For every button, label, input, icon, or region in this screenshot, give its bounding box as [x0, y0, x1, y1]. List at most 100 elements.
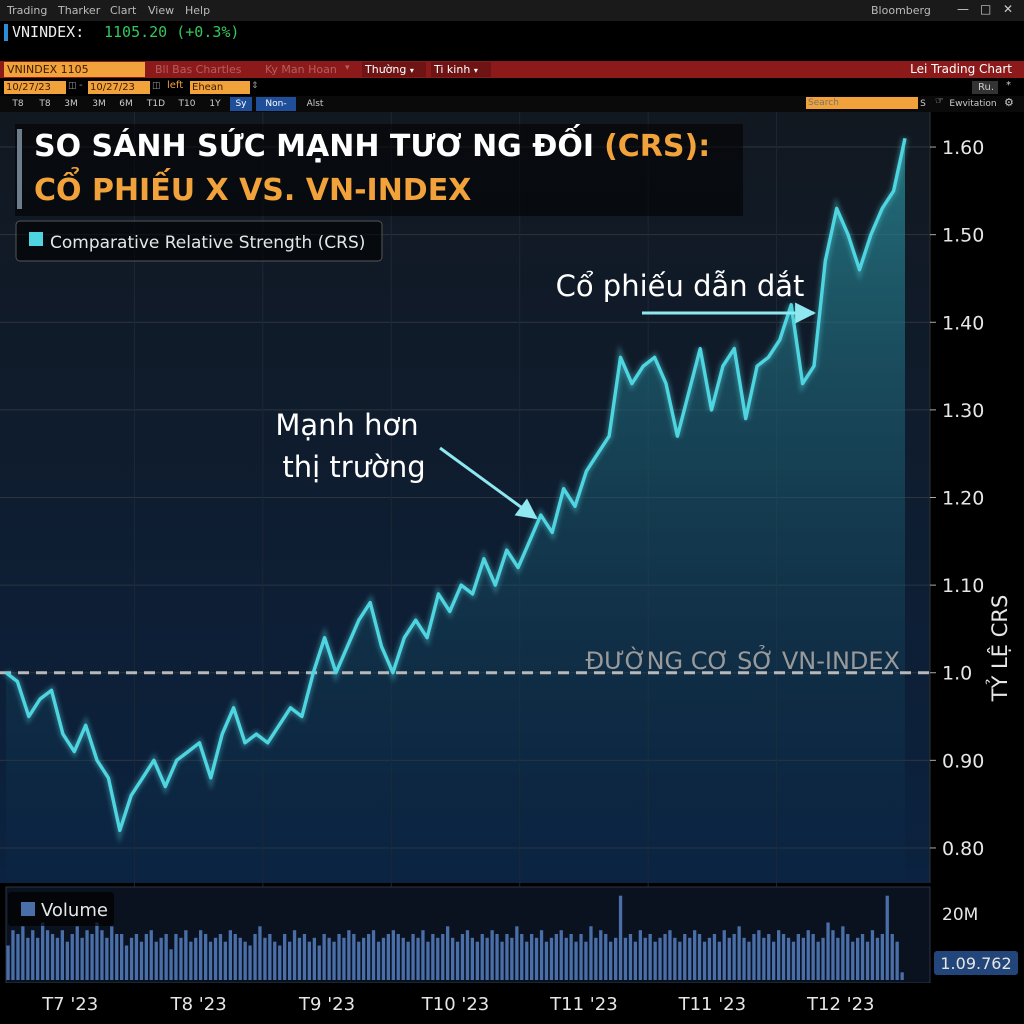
period-button[interactable]: 3M — [64, 99, 78, 109]
menu-tharker[interactable]: Tharker — [58, 4, 101, 17]
volume-bar — [253, 934, 257, 980]
volume-bar — [6, 945, 10, 980]
volume-tick-label: 20M — [942, 905, 978, 925]
gear-icon[interactable]: ⚙ — [1004, 96, 1014, 109]
volume-bar — [895, 941, 899, 980]
faded-field-2[interactable]: Ky Man Hoan — [265, 63, 337, 76]
volume-bar — [129, 937, 134, 980]
volume-bar — [505, 934, 509, 980]
date-to-field[interactable]: 10/27/23 — [88, 81, 150, 94]
volume-bar — [648, 934, 652, 980]
menu-tikinh[interactable]: Ti kinh ▾ — [431, 62, 491, 77]
date-from-field[interactable]: 10/27/23 — [4, 81, 66, 94]
calendar-icon[interactable]: ◫ — [152, 81, 161, 91]
volume-bar — [431, 934, 435, 980]
left-label: left — [167, 80, 184, 91]
volume-bar — [816, 941, 820, 980]
volume-bar — [722, 930, 726, 980]
volume-bar — [490, 930, 494, 980]
volume-bar — [208, 941, 213, 980]
volume-bar — [594, 937, 598, 980]
volume-bar — [752, 934, 756, 980]
volume-bar — [441, 934, 445, 980]
volume-bar — [21, 926, 25, 980]
x-tick-label: T8 '23 — [170, 994, 227, 1015]
period-button-active[interactable]: Sy — [230, 97, 252, 111]
menu-bar: Trading Tharker Clart View Help Bloomber… — [0, 0, 1024, 22]
menu-thuong-label: Thường — [365, 63, 407, 76]
period-button[interactable]: 1Y — [209, 99, 221, 109]
volume-bar — [411, 934, 415, 980]
period-button[interactable]: 6M — [119, 99, 133, 109]
menu-thuong[interactable]: Thường ▾ — [362, 62, 426, 77]
period-button[interactable]: Alst — [306, 99, 324, 109]
volume-bar — [727, 937, 731, 980]
volume-bar — [41, 922, 45, 980]
chevron-updown-icon[interactable]: ⇕ — [251, 81, 259, 91]
chart-title-orange: (CRS): — [604, 129, 710, 164]
ticker-bar: VNINDEX: 1105.20 (+0.3%) — [0, 21, 1024, 61]
menu-trading[interactable]: Trading — [7, 4, 48, 17]
period-button-active[interactable]: Non- — [256, 97, 296, 111]
minimize-icon[interactable]: — — [957, 2, 969, 16]
brand-label: Bloomberg — [871, 4, 931, 17]
volume-bar — [589, 926, 593, 980]
volume-bar — [199, 930, 203, 980]
volume-bar — [75, 926, 79, 980]
menu-help[interactable]: Help — [185, 4, 211, 17]
x-axis-labels: T7 '23 T8 '23 T9 '23 T10 '23 T11 '23 T11 '23 T… — [41, 994, 874, 1015]
close-icon[interactable]: ✕ — [1003, 2, 1014, 16]
volume-bar — [11, 930, 15, 980]
volume-bar — [663, 934, 667, 980]
volume-legend-swatch — [21, 902, 35, 916]
volume-bar — [381, 937, 386, 980]
mode-field[interactable]: Ehean — [190, 81, 250, 94]
volume-last-value: 1.09.762 — [940, 954, 1011, 973]
volume-bar — [16, 934, 20, 980]
volume-bar — [579, 934, 583, 980]
volume-bar — [194, 937, 198, 980]
volume-bar — [683, 934, 687, 980]
period-button[interactable]: T8 — [12, 99, 24, 109]
y-tick-label: 1.50 — [942, 225, 984, 247]
volume-bar — [801, 937, 805, 980]
period-button[interactable]: T8 — [39, 99, 51, 109]
s-button[interactable]: S — [920, 99, 926, 109]
volume-bar — [347, 930, 351, 980]
chart-subtitle: CỔ PHIẾU X VS. VN-INDEX — [34, 166, 471, 208]
volume-bar — [470, 937, 474, 980]
ewvitation-button[interactable]: Ewvitation — [949, 99, 997, 109]
hand-icon[interactable]: ☞ — [935, 96, 944, 107]
volume-bar — [856, 937, 860, 980]
volume-bar — [599, 930, 603, 980]
volume-bar — [539, 930, 544, 980]
menu-view[interactable]: View — [148, 4, 175, 17]
ru-button[interactable]: Ru. — [972, 81, 998, 94]
period-button[interactable]: T10 — [178, 99, 196, 109]
volume-bar — [36, 937, 40, 980]
volume-bar — [786, 937, 791, 980]
faded-field-1[interactable]: Bll Bas Chartles — [155, 63, 242, 76]
date-toolbar: 10/27/23 ◫ - 10/27/23 ◫ left Ehean ⇕ Ru.… — [0, 80, 1024, 95]
period-button[interactable]: 3M — [92, 99, 106, 109]
x-tick-label: T11 '23 — [678, 994, 746, 1015]
volume-bar — [841, 926, 845, 980]
volume-legend-label: Volume — [41, 900, 108, 921]
annotation-co-phieu: Cổ phiếu dẫn dắt — [556, 269, 805, 303]
chevron-down-icon[interactable]: ▾ — [345, 63, 350, 73]
calendar-icon[interactable]: ◫ — [68, 81, 77, 91]
security-field[interactable]: VNINDEX 1105 — [4, 62, 145, 77]
volume-bar — [465, 930, 470, 980]
search-input[interactable] — [806, 97, 918, 109]
volume-bar — [446, 926, 450, 980]
volume-bar — [288, 941, 292, 980]
volume-bar — [169, 949, 173, 980]
chart-title-white: SO SÁNH SỨC MẠNH TƯƠ NG ĐỐI — [34, 123, 594, 164]
more-icon[interactable]: * — [1006, 80, 1011, 91]
maximize-icon[interactable]: □ — [980, 2, 992, 16]
title-box — [15, 124, 743, 216]
period-button[interactable]: T1D — [146, 99, 166, 109]
volume-bar — [45, 930, 50, 980]
menu-clart[interactable]: Clart — [110, 4, 137, 17]
crs-line — [4, 137, 907, 833]
